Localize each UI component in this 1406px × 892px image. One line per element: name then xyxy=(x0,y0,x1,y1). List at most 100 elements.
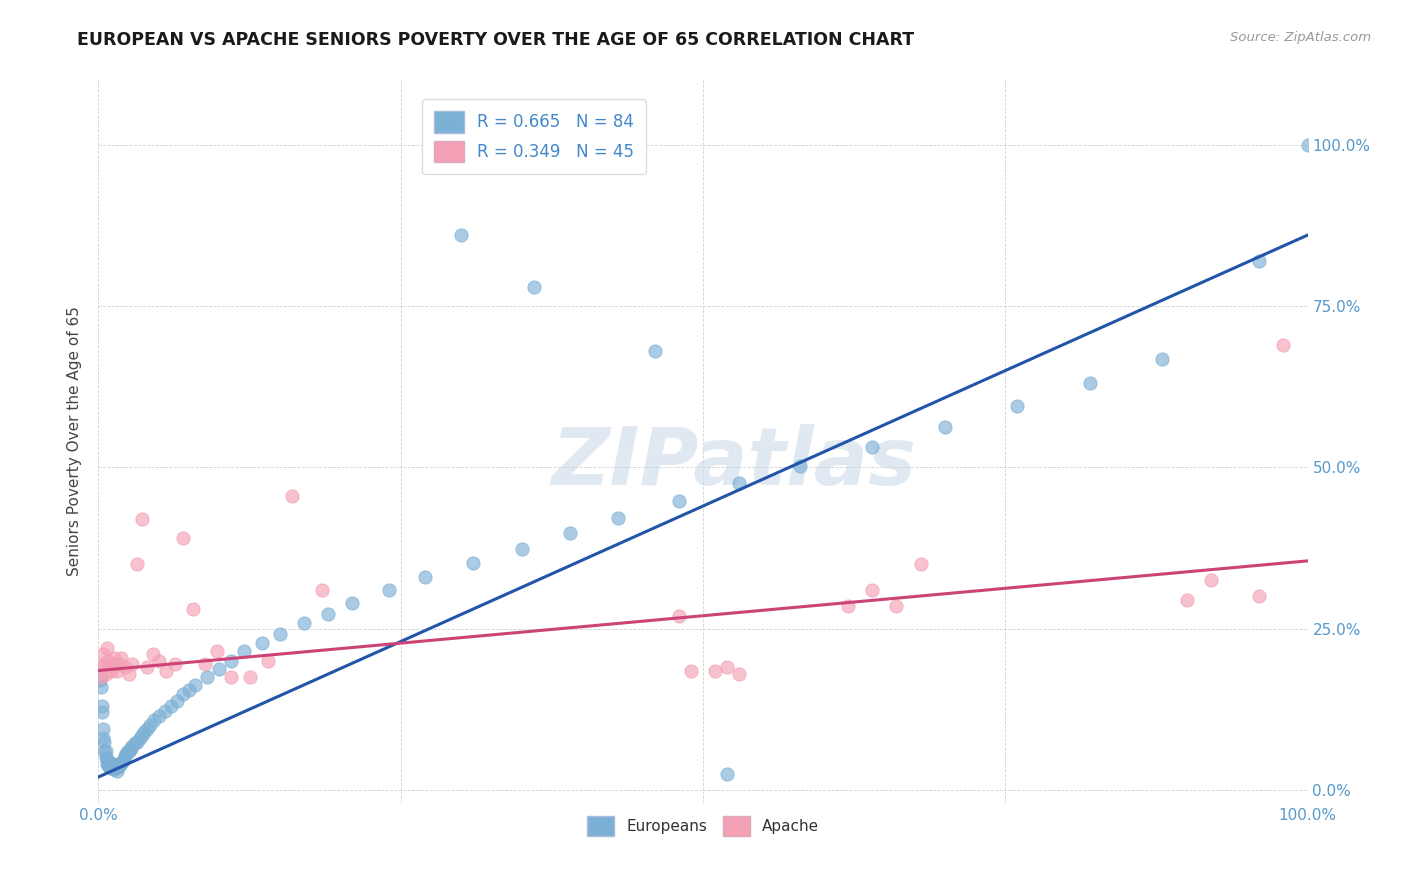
Point xyxy=(728,476,751,491)
Point xyxy=(90,670,112,684)
Point xyxy=(100,664,122,678)
Point xyxy=(121,657,143,672)
Point xyxy=(108,757,131,772)
Point xyxy=(910,557,932,571)
Point xyxy=(837,599,859,613)
Point xyxy=(100,760,122,774)
Point xyxy=(91,660,114,674)
Point xyxy=(523,279,546,293)
Point xyxy=(704,664,727,678)
Point xyxy=(668,494,690,508)
Point xyxy=(105,760,128,774)
Point xyxy=(221,654,243,668)
Point xyxy=(112,752,135,766)
Point xyxy=(127,734,149,748)
Point xyxy=(97,654,120,668)
Point xyxy=(179,682,201,697)
Point xyxy=(860,440,883,454)
Point xyxy=(728,666,751,681)
Point xyxy=(860,582,883,597)
Point xyxy=(934,420,956,434)
Point xyxy=(886,599,908,613)
Point xyxy=(100,757,122,772)
Point xyxy=(181,602,204,616)
Point xyxy=(108,758,131,772)
Point xyxy=(91,648,114,662)
Point xyxy=(96,640,118,655)
Point xyxy=(166,694,188,708)
Point xyxy=(128,731,150,746)
Point xyxy=(139,718,162,732)
Point xyxy=(163,657,186,672)
Point xyxy=(148,654,170,668)
Point xyxy=(120,741,142,756)
Point xyxy=(1249,254,1271,268)
Point xyxy=(256,654,278,668)
Point xyxy=(679,664,702,678)
Point xyxy=(135,660,157,674)
Point xyxy=(94,666,117,681)
Point xyxy=(1296,137,1319,152)
Point xyxy=(100,758,122,772)
Text: ZIPatlas: ZIPatlas xyxy=(551,425,915,502)
Point xyxy=(105,764,128,778)
Point xyxy=(172,531,194,545)
Point xyxy=(100,657,122,672)
Point xyxy=(205,644,228,658)
Point xyxy=(510,541,533,556)
Point xyxy=(1272,338,1295,352)
Point xyxy=(91,706,114,720)
Point xyxy=(105,664,128,678)
Legend: Europeans, Apache: Europeans, Apache xyxy=(581,810,825,842)
Point xyxy=(93,657,115,672)
Point xyxy=(221,670,243,684)
Point xyxy=(108,657,131,672)
Point xyxy=(172,687,194,701)
Point xyxy=(118,666,141,681)
Point xyxy=(134,724,156,739)
Point xyxy=(208,662,231,676)
Point xyxy=(148,708,170,723)
Y-axis label: Seniors Poverty Over the Age of 65: Seniors Poverty Over the Age of 65 xyxy=(67,307,83,576)
Point xyxy=(131,512,153,526)
Point xyxy=(91,699,114,714)
Point xyxy=(142,648,165,662)
Point xyxy=(114,660,136,674)
Point xyxy=(1199,573,1222,587)
Point xyxy=(124,736,146,750)
Point xyxy=(135,722,157,736)
Point xyxy=(103,650,125,665)
Point xyxy=(94,744,117,758)
Point xyxy=(232,644,254,658)
Point xyxy=(184,678,207,692)
Point xyxy=(98,760,121,774)
Point xyxy=(716,766,738,780)
Point xyxy=(194,657,217,672)
Point xyxy=(127,557,149,571)
Point xyxy=(1007,399,1029,413)
Point xyxy=(93,734,115,748)
Point xyxy=(94,750,117,764)
Point xyxy=(96,757,118,772)
Point xyxy=(160,699,183,714)
Point xyxy=(91,731,114,746)
Point xyxy=(281,489,304,503)
Point xyxy=(311,582,333,597)
Point xyxy=(239,670,262,684)
Text: EUROPEAN VS APACHE SENIORS POVERTY OVER THE AGE OF 65 CORRELATION CHART: EUROPEAN VS APACHE SENIORS POVERTY OVER … xyxy=(77,31,914,49)
Point xyxy=(143,713,166,727)
Point xyxy=(117,746,139,760)
Point xyxy=(98,757,121,772)
Point xyxy=(716,660,738,674)
Point xyxy=(97,758,120,772)
Point xyxy=(96,752,118,766)
Point xyxy=(110,650,132,665)
Point xyxy=(90,680,112,694)
Point xyxy=(789,458,811,473)
Point xyxy=(89,673,111,688)
Point xyxy=(101,758,124,772)
Point xyxy=(292,616,315,631)
Point xyxy=(463,556,485,570)
Point xyxy=(118,744,141,758)
Point xyxy=(450,228,472,243)
